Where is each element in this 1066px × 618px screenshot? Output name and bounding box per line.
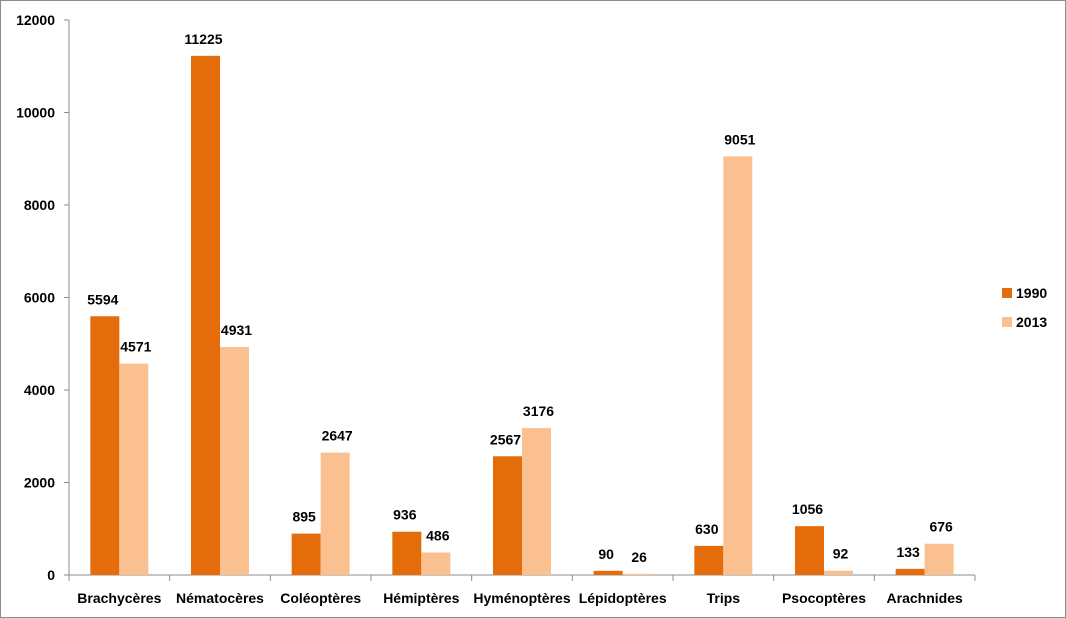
bar-2013 — [924, 543, 954, 575]
x-category-label: Brachycères — [77, 590, 161, 606]
y-tick-label: 10000 — [16, 105, 55, 121]
bar-1990 — [694, 545, 724, 575]
bar-1990 — [392, 531, 422, 575]
data-label: 4931 — [221, 322, 252, 338]
bar-1990 — [795, 526, 824, 575]
data-label: 630 — [695, 521, 719, 537]
data-label: 133 — [896, 544, 920, 560]
data-label: 1056 — [792, 501, 823, 517]
y-tick-label: 4000 — [24, 382, 55, 398]
bars — [90, 55, 954, 576]
bar-1990 — [593, 570, 623, 575]
bar-1990 — [895, 568, 925, 575]
bar-2013 — [220, 346, 249, 575]
bar-2013 — [320, 452, 350, 575]
data-labels: 5594 11225 895 936 2567 90 630 1056 133 4571 4931 2… — [87, 31, 953, 565]
bar-1990 — [291, 533, 321, 575]
y-tick-label: 2000 — [24, 475, 55, 491]
x-category-label: Hyménoptères — [473, 590, 570, 606]
x-category-label: Lépidoptères — [579, 590, 667, 606]
bar-2013 — [824, 570, 853, 575]
y-tick-label: 0 — [47, 567, 55, 583]
x-category-label: Psocoptères — [782, 590, 866, 606]
data-label: 486 — [426, 528, 450, 544]
data-label: 5594 — [87, 291, 118, 307]
data-label: 936 — [393, 507, 417, 523]
legend-label-1990: 1990 — [1016, 285, 1047, 301]
data-label: 9051 — [724, 131, 755, 147]
bar-1990 — [90, 316, 120, 575]
x-category-label: Nématocères — [176, 590, 264, 606]
y-tick-label: 6000 — [24, 290, 55, 306]
data-label: 92 — [833, 546, 849, 562]
x-axis: Brachycères Nématocères Coléoptères Hémiptè… — [68, 574, 976, 606]
legend: 1990 2013 — [1002, 285, 1047, 330]
data-label: 26 — [631, 549, 647, 565]
data-label: 895 — [292, 509, 316, 525]
bar-2013 — [723, 156, 753, 576]
legend-swatch-2013 — [1002, 317, 1012, 327]
data-label: 90 — [598, 546, 614, 562]
bar-2013 — [522, 428, 551, 575]
y-axis: 0 2000 4000 6000 8000 10000 12000 — [16, 12, 70, 583]
data-label: 3176 — [523, 403, 554, 419]
bar-1990 — [493, 456, 522, 575]
legend-label-2013: 2013 — [1016, 314, 1047, 330]
data-label: 4571 — [120, 339, 151, 355]
bar-2013 — [622, 573, 652, 575]
x-category-label: Coléoptères — [280, 590, 361, 606]
data-label: 676 — [929, 519, 953, 535]
bar-2013 — [119, 363, 149, 575]
x-category-label: Trips — [707, 590, 741, 606]
y-tick-label: 8000 — [24, 197, 55, 213]
y-tick-label: 12000 — [16, 12, 55, 28]
x-category-label: Hémiptères — [383, 590, 459, 606]
bar-2013 — [421, 552, 451, 575]
x-category-label: Arachnides — [887, 590, 963, 606]
bar-1990 — [191, 55, 220, 575]
legend-swatch-1990 — [1002, 288, 1012, 298]
data-label: 11225 — [184, 31, 222, 47]
data-label: 2567 — [490, 431, 521, 447]
data-label: 2647 — [322, 428, 353, 444]
